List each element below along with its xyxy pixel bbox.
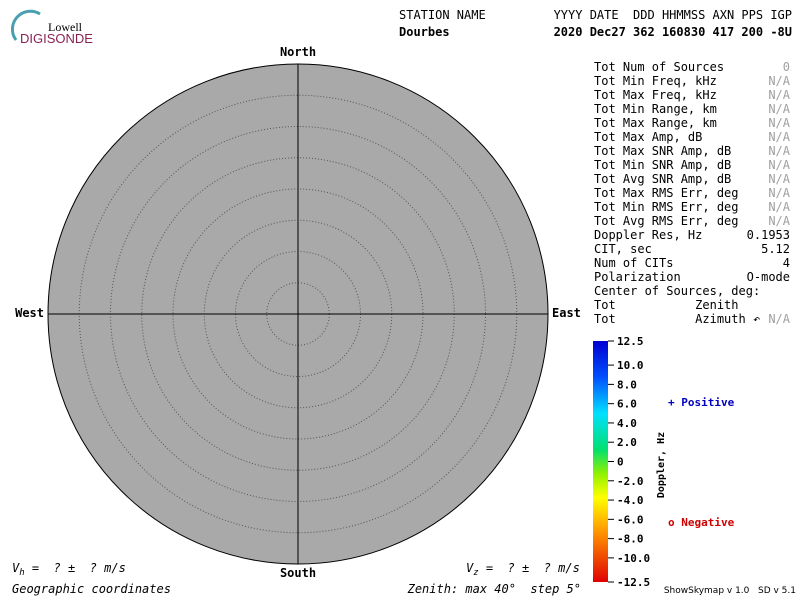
- dir-north: North: [280, 45, 316, 59]
- colorbar-tick-label: 12.5: [617, 335, 644, 348]
- colorbar-tick-label: 8.0: [617, 378, 637, 391]
- vz: Vz = ? ± ? m/s: [466, 561, 580, 578]
- colorbar-tick-label: 10.0: [617, 359, 644, 372]
- stat-value: N/A: [768, 88, 790, 102]
- stat-value: O-mode: [747, 270, 790, 284]
- vh-v: V: [12, 561, 20, 575]
- colorbar: [593, 341, 608, 582]
- stat-label: Tot Azimuth ↶: [594, 312, 760, 326]
- stat-value: 0.1953: [747, 228, 790, 242]
- stat-label: Tot Avg RMS Err, deg: [594, 214, 739, 228]
- stat-value: N/A: [768, 172, 790, 186]
- colorbar-tick-label: -6.0: [617, 513, 644, 526]
- vh: Vh = ? ± ? m/s: [12, 561, 126, 578]
- stat-label: CIT, sec: [594, 242, 652, 256]
- stat-value: N/A: [768, 144, 790, 158]
- stat-label: Tot Min SNR Amp, dB: [594, 158, 731, 172]
- header-station: Dourbes: [399, 25, 450, 39]
- stat-value: N/A: [768, 116, 790, 130]
- stat-label: Num of CITs: [594, 256, 673, 270]
- colorbar-tick-label: 4.0: [617, 417, 637, 430]
- stat-value: N/A: [768, 312, 790, 326]
- vh-rest: = ? ± ? m/s: [25, 561, 126, 575]
- vz-rest: = ? ± ? m/s: [479, 561, 580, 575]
- vz-v: V: [466, 561, 474, 575]
- colorbar-tick-label: 0: [617, 456, 624, 469]
- colorbar-title: Doppler, Hz: [656, 432, 667, 498]
- header-title: STATION NAME: [399, 8, 486, 22]
- colorbar-tick-label: 2.0: [617, 436, 637, 449]
- logo-line1: Lowell: [48, 20, 83, 34]
- stat-label: Tot Max SNR Amp, dB: [594, 144, 731, 158]
- vh-sub: h: [19, 568, 24, 578]
- polar-plot: [47, 63, 549, 565]
- stat-label: Tot Max Freq, kHz: [594, 88, 717, 102]
- colorbar-tick-label: -2.0: [617, 475, 644, 488]
- stat-label: Tot Min Freq, kHz: [594, 74, 717, 88]
- footer-version: ShowSkymap v 1.0 SD v 5.1: [664, 586, 796, 596]
- stat-label: Tot Max Range, km: [594, 116, 717, 130]
- stat-value: 4: [783, 256, 790, 270]
- colorbar-tick-label: -8.0: [617, 533, 644, 546]
- stat-label: Tot Max Amp, dB: [594, 130, 702, 144]
- logo-line2: DIGISONDE: [20, 31, 93, 46]
- logo-swoosh: [11, 9, 41, 41]
- stat-value: N/A: [768, 74, 790, 88]
- vz-sub: z: [473, 568, 478, 578]
- stat-label: Tot Zenith: [594, 298, 739, 312]
- legend-negative: o Negative: [668, 516, 735, 529]
- stat-value: N/A: [768, 158, 790, 172]
- stat-value: 5.12: [761, 242, 790, 256]
- stat-label: Polarization: [594, 270, 681, 284]
- stat-value: N/A: [768, 186, 790, 200]
- colorbar-tick-label: -10.0: [617, 552, 650, 565]
- colorbar-tick-label: 6.0: [617, 398, 637, 411]
- stat-label: Doppler Res, Hz: [594, 228, 702, 242]
- header-columns: YYYY DATE DDD HHMMSS AXN PPS IGP: [554, 8, 792, 22]
- stat-label: Center of Sources, deg:: [594, 284, 760, 298]
- stat-label: Tot Min RMS Err, deg: [594, 200, 739, 214]
- stat-label: Tot Avg SNR Amp, dB: [594, 172, 731, 186]
- stat-value: 0: [783, 60, 790, 74]
- stat-value: N/A: [768, 200, 790, 214]
- footer-coords: Geographic coordinates: [12, 582, 171, 596]
- footer-zenith: Zenith: max 40° step 5°: [407, 582, 581, 596]
- stat-label: Tot Min Range, km: [594, 102, 717, 116]
- dir-west: West: [15, 306, 44, 320]
- dir-south: South: [280, 566, 316, 580]
- colorbar-tick-label: -4.0: [617, 494, 644, 507]
- stat-label: Tot Max RMS Err, deg: [594, 186, 739, 200]
- stat-value: N/A: [768, 130, 790, 144]
- stat-value: N/A: [768, 102, 790, 116]
- stat-label: Tot Num of Sources: [594, 60, 724, 74]
- stat-value: N/A: [768, 214, 790, 228]
- legend-positive: + Positive: [668, 396, 735, 409]
- dir-east: East: [552, 306, 581, 320]
- colorbar-tick-label: -12.5: [617, 576, 650, 589]
- header-values: 2020 Dec27 362 160830 417 200 -8U: [554, 25, 792, 39]
